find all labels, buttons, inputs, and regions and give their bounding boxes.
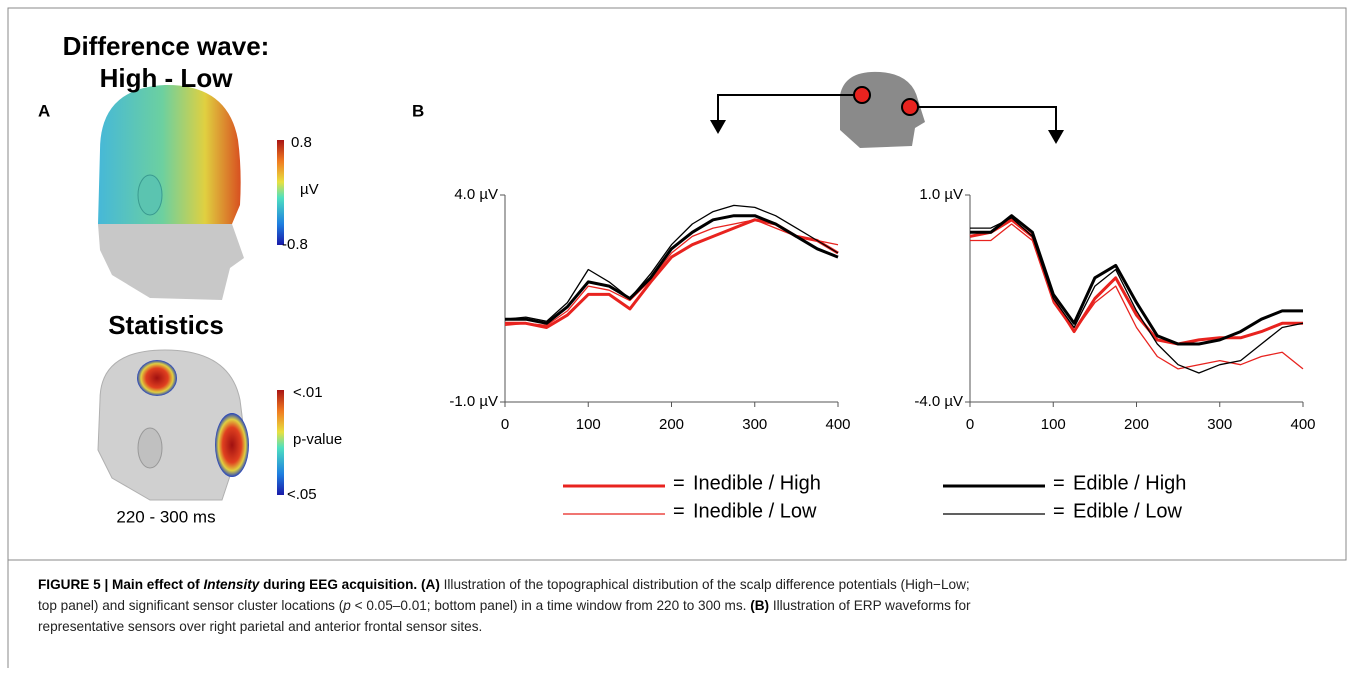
caption-text: (B) [750, 598, 770, 613]
colorbar-label: µV [300, 181, 319, 198]
x-tick-label: 300 [1207, 416, 1232, 433]
caption-text: representative sensors over right pariet… [38, 619, 483, 634]
x-tick-label: 200 [1124, 416, 1149, 433]
x-tick-label: 200 [659, 416, 684, 433]
legend-sign: = [673, 500, 685, 522]
x-tick-label: 0 [501, 416, 509, 433]
colorbar-label: -0.8 [282, 236, 308, 253]
colorbar-label: p-value [293, 431, 342, 448]
caption-text: top panel) and significant sensor cluste… [38, 598, 344, 613]
series-line [970, 214, 1303, 346]
series-line [970, 223, 1304, 370]
caption-text: (A) [420, 577, 440, 592]
series-line [504, 204, 839, 322]
x-tick-label: 100 [576, 416, 601, 433]
legend-label: Edible / Low [1073, 500, 1183, 522]
series-line [505, 214, 839, 325]
legend-sign: = [1053, 500, 1065, 522]
caption-text: p [343, 598, 351, 613]
x-tick-label: 100 [1041, 416, 1066, 433]
legend-label: Inedible / Low [693, 500, 817, 522]
legend-sign: = [673, 472, 685, 494]
caption-text: < 0.05–0.01; bottom panel) in a time win… [350, 598, 751, 613]
sensor-diagram [710, 71, 1064, 148]
panel-label: A [38, 101, 50, 120]
colorbar-label: <.01 [293, 384, 323, 401]
colorbar-label: <.05 [287, 486, 317, 503]
colorbar [277, 140, 284, 245]
series-line [505, 218, 839, 329]
panel-title: High - Low [100, 63, 234, 93]
legend-label: Edible / High [1073, 472, 1186, 494]
legend-sign: = [1053, 472, 1065, 494]
colorbar [277, 390, 284, 495]
head-top [98, 84, 244, 300]
x-tick-label: 400 [825, 416, 850, 433]
series-line [504, 219, 839, 327]
x-tick-label: 400 [1290, 416, 1315, 433]
time-window: 220 - 300 ms [116, 507, 215, 526]
y-tick-label: 1.0 µV [919, 186, 963, 203]
panel-title: Statistics [108, 310, 224, 340]
x-tick-label: 300 [742, 416, 767, 433]
head-bottom [97, 349, 249, 501]
y-tick-label: 4.0 µV [454, 186, 498, 203]
x-tick-label: 0 [966, 416, 974, 433]
legend-label: Inedible / High [693, 472, 821, 494]
colorbar-label: 0.8 [291, 134, 312, 151]
figure-frame [7, 7, 1347, 561]
caption-text: Intensity [203, 577, 260, 592]
caption-text: Illustration of the topographical distri… [439, 577, 970, 592]
y-tick-label: -1.0 µV [449, 393, 498, 410]
series-line [970, 217, 1304, 374]
caption: FIGURE 5 | Main effect of Intensity duri… [38, 574, 1338, 637]
panel-label: B [412, 101, 424, 120]
panel-title: Difference wave: [63, 31, 270, 61]
caption-text: FIGURE 5 | Main effect of [38, 577, 204, 592]
y-tick-label: -4.0 µV [914, 393, 963, 410]
caption-text: Illustration of ERP waveforms for [769, 598, 971, 613]
caption-text: during EEG acquisition. [259, 577, 421, 592]
